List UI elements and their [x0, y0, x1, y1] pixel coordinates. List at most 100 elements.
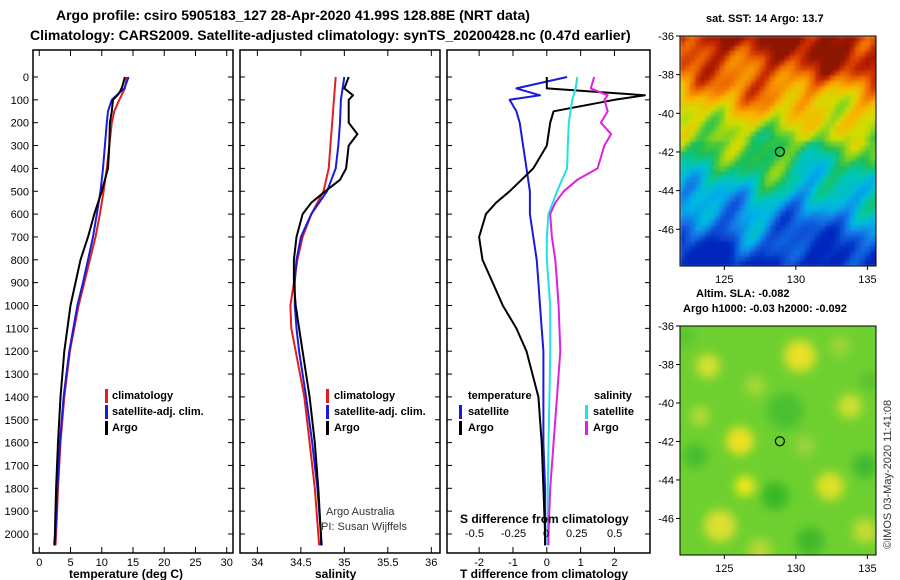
sst-cell [765, 141, 771, 147]
sst-cell [730, 91, 736, 97]
sst-cell [735, 216, 741, 222]
sst-cell [870, 51, 876, 57]
sst-cell [755, 166, 761, 172]
sst-cell [860, 101, 866, 107]
sst-cell [870, 96, 876, 102]
sst-cell [755, 106, 761, 112]
sst-cell [685, 226, 691, 232]
sst-cell [780, 121, 786, 127]
difference-top-ticks: -0.5 -0.25 0 0.25 0.5 [465, 528, 622, 540]
sst-cell [800, 126, 806, 132]
sst-cell [690, 91, 696, 97]
legend-label-argo: Argo [112, 422, 138, 434]
sst-cell [760, 71, 766, 77]
sst-cell [775, 61, 781, 67]
sst-cell [710, 86, 716, 92]
sst-cell [850, 46, 856, 52]
sst-cell [815, 236, 821, 242]
sst-cell [870, 156, 876, 162]
sst-cell [725, 191, 731, 197]
sst-cell [850, 151, 856, 157]
sst-cell [680, 126, 686, 132]
sst-cell [845, 246, 851, 252]
imos-credit: ©IMOS 03-May-2020 11:41:08 [882, 400, 894, 549]
sst-cell [725, 261, 731, 266]
sst-cell [685, 151, 691, 157]
sst-cell [855, 51, 861, 57]
sst-cell [740, 121, 746, 127]
sst-cell [835, 111, 841, 117]
sst-cell [680, 176, 686, 182]
legend-swatch-satellite [105, 405, 108, 419]
sst-cell [805, 61, 811, 67]
sst-cell [750, 106, 756, 112]
sst-cell [860, 161, 866, 167]
sla-map-frame [679, 325, 877, 556]
sst-cell [690, 106, 696, 112]
legend-label-t-argo: Argo [468, 422, 494, 434]
sst-cell [790, 111, 796, 117]
sst-cell [830, 71, 836, 77]
sst-cell [830, 101, 836, 107]
sst-cell [730, 156, 736, 162]
sst-cell [810, 221, 816, 227]
sst-cell [740, 186, 746, 192]
sst-cell [740, 191, 746, 197]
map-x-tick-label: 125 [715, 563, 733, 575]
sst-cell [840, 146, 846, 152]
sst-cell [710, 46, 716, 52]
sst-cell [790, 91, 796, 97]
series-line-t-satellite [508, 76, 568, 546]
sst-cell [840, 196, 846, 202]
sst-cell [800, 86, 806, 92]
sst-cell [690, 191, 696, 197]
sst-cell [860, 61, 866, 67]
sst-cell [730, 61, 736, 67]
sst-cell [845, 151, 851, 157]
sst-cell [870, 146, 876, 152]
sst-cell [715, 236, 721, 242]
sst-cell [745, 231, 751, 237]
sst-cell [735, 186, 741, 192]
sst-cell [855, 171, 861, 177]
sla-blob [795, 436, 815, 456]
sst-cell [870, 126, 876, 132]
sst-cell [750, 86, 756, 92]
sst-cell [795, 96, 801, 102]
sst-cell [835, 136, 841, 142]
sst-cell [815, 141, 821, 147]
sst-cell [735, 56, 741, 62]
sst-cell [830, 261, 836, 266]
sst-cell [715, 76, 721, 82]
sst-cell [820, 171, 826, 177]
sst-cell [705, 101, 711, 107]
sst-cell [710, 131, 716, 137]
sst-cell [685, 261, 691, 266]
sst-cell [860, 136, 866, 142]
sst-cell [830, 176, 836, 182]
sst-cell [730, 186, 736, 192]
sst-cell [805, 91, 811, 97]
sst-cell [695, 236, 701, 242]
sst-cell [815, 231, 821, 237]
sst-cell [835, 126, 841, 132]
sst-cell [695, 156, 701, 162]
sst-cell [870, 241, 876, 247]
sst-cell [770, 81, 776, 87]
legend-label-satellite: satellite-adj. clim. [112, 406, 204, 418]
sst-cell [815, 126, 821, 132]
sst-cell [755, 151, 761, 157]
sst-cell [805, 41, 811, 47]
sst-cell [740, 111, 746, 117]
sst-cell [800, 106, 806, 112]
sst-cell [765, 151, 771, 157]
sst-cell [850, 206, 856, 212]
sst-cell [795, 216, 801, 222]
sst-cell [820, 176, 826, 182]
sst-cell [770, 256, 776, 262]
x-tick-label: 25 [189, 557, 201, 569]
sst-cell [680, 81, 686, 87]
sst-cell [780, 116, 786, 122]
sst-cell [695, 161, 701, 167]
sst-cell [770, 86, 776, 92]
